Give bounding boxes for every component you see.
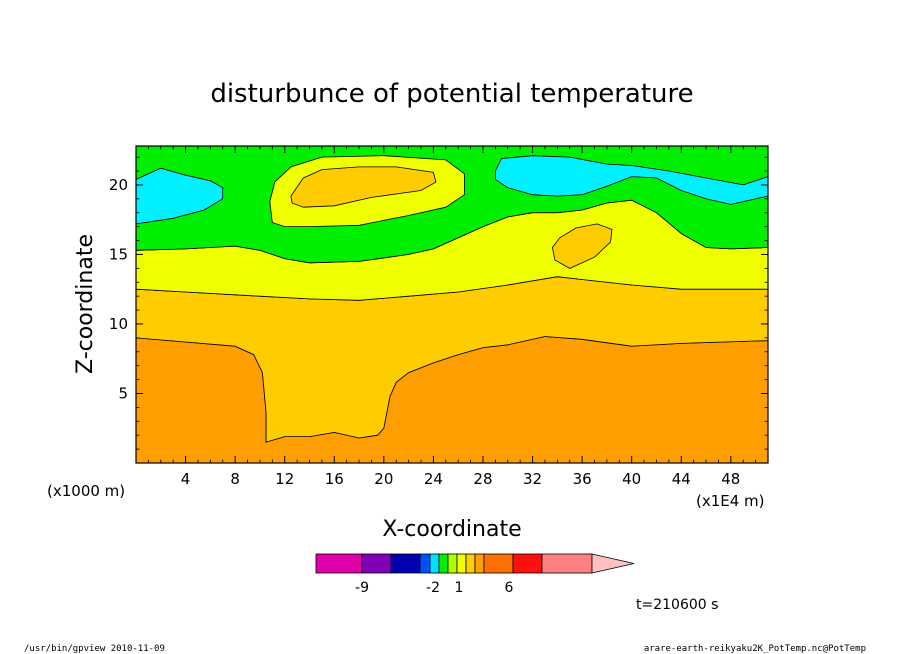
x-tick-label: 8	[230, 470, 240, 488]
footer-right: arare-earth-reikyaku2K_PotTemp.nc@PotTem…	[644, 644, 866, 654]
x-axis-label: X-coordinate	[382, 517, 521, 542]
colorbar-label: 6	[505, 580, 514, 596]
y-tick-label: 20	[109, 176, 128, 194]
colorbar-segment	[541, 553, 593, 574]
y-axis-unit: (x1000 m)	[47, 482, 125, 500]
time-label: t=210600 s	[636, 597, 718, 613]
x-tick-label: 16	[325, 470, 344, 488]
contour-region-cyan-left	[135, 167, 224, 225]
colorbar-segment	[474, 553, 485, 574]
contour-region-gold-top-blob	[290, 166, 437, 208]
colorbar-segment	[438, 553, 449, 574]
colorbar-label: 1	[455, 580, 464, 596]
colorbar-label: -9	[355, 580, 369, 596]
colorbar-segment	[315, 553, 363, 574]
x-tick-label: 20	[374, 470, 393, 488]
chart-title: disturbunce of potential temperature	[210, 79, 693, 109]
colorbar-segment	[456, 553, 467, 574]
x-axis-ticks: 4 8 12 16 20 24 28 32 36 40 44 48	[147, 146, 757, 488]
y-tick-label: 5	[118, 384, 128, 402]
y-tick-label: 15	[109, 245, 128, 263]
y-axis-ticks: 5 10 15 20	[109, 156, 768, 450]
x-tick-label: 44	[672, 470, 691, 488]
x-tick-label: 28	[473, 470, 492, 488]
contour-region-cyan-right	[495, 155, 769, 205]
colorbar-labels: -9 -2 1 6	[355, 580, 514, 596]
colorbar-label: -2	[426, 580, 440, 596]
plot-frame	[135, 145, 769, 464]
x-tick-label: 4	[181, 470, 191, 488]
colorbar	[315, 553, 635, 574]
y-axis-label: Z-coordinate	[73, 234, 98, 374]
colorbar-segment	[465, 553, 476, 574]
colorbar-segment	[483, 553, 514, 574]
footer-left: /usr/bin/gpview 2010-11-09	[24, 644, 165, 654]
x-tick-label: 32	[523, 470, 542, 488]
colorbar-segment	[447, 553, 458, 574]
colorbar-segment	[512, 553, 543, 574]
x-tick-label: 40	[622, 470, 641, 488]
colorbar-segment	[361, 553, 392, 574]
colorbar-segment	[419, 553, 431, 574]
colorbar-arrow	[591, 553, 635, 574]
x-axis-unit: (x1E4 m)	[696, 492, 765, 510]
y-tick-label: 10	[109, 315, 128, 333]
x-tick-label: 24	[424, 470, 443, 488]
colorbar-segment	[429, 553, 440, 574]
x-tick-label: 12	[275, 470, 294, 488]
contour-region-gold-blob-right	[551, 223, 613, 269]
contour-regions	[135, 145, 769, 464]
colorbar-segment	[390, 553, 421, 574]
x-tick-label: 36	[573, 470, 592, 488]
x-tick-label: 48	[721, 470, 740, 488]
